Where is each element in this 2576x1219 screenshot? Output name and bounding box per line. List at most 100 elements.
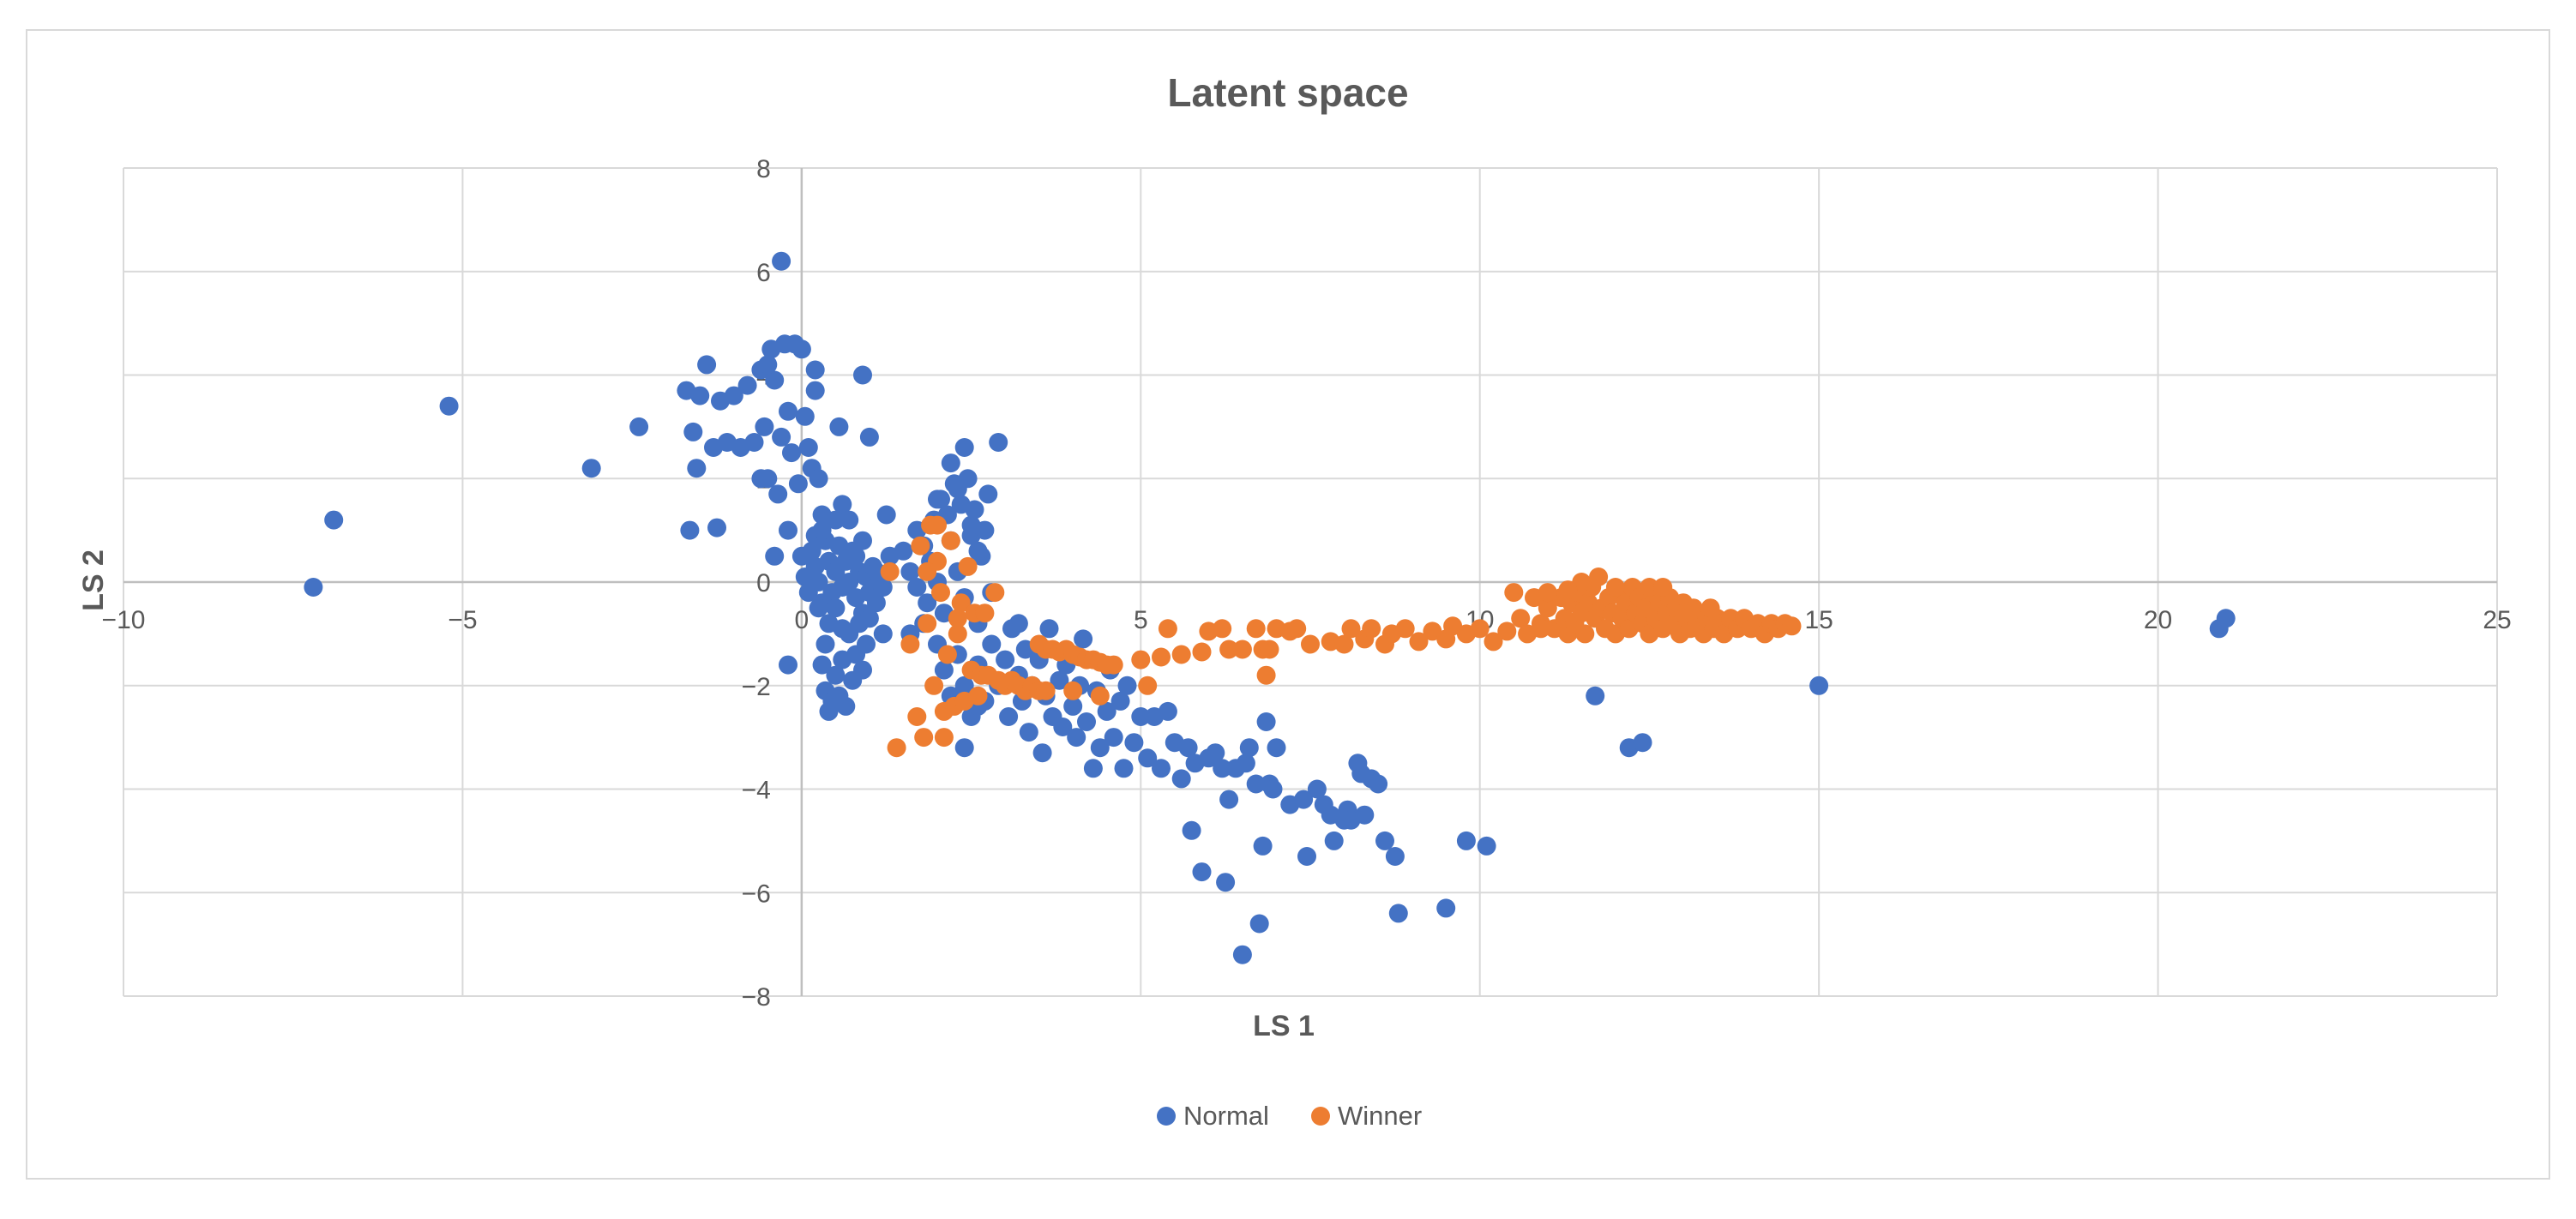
data-point-normal (439, 396, 459, 416)
data-point-winner (1395, 619, 1415, 639)
legend: Normal Winner (1157, 1101, 1422, 1131)
data-point-normal (941, 453, 960, 473)
data-point-normal (809, 598, 828, 618)
x-axis-title: LS 1 (1253, 1010, 1315, 1042)
scatter-chart: Latent space −10−50510152025−8−6−4−20246… (77, 70, 2512, 1131)
data-point-normal (1039, 619, 1059, 639)
data-point-normal (1633, 733, 1652, 753)
data-point-normal (826, 510, 846, 530)
data-point-normal (1213, 759, 1232, 778)
data-point-normal (954, 676, 974, 695)
data-point-winner (937, 645, 957, 664)
legend-marker-winner (1311, 1107, 1330, 1126)
data-point-normal (1249, 914, 1269, 934)
data-point-normal (1307, 779, 1327, 799)
data-point-winner (1301, 634, 1320, 654)
data-point-normal (907, 578, 927, 597)
y-tick-label: −2 (742, 673, 771, 701)
data-point-normal (1256, 712, 1276, 731)
data-point-winner (914, 728, 934, 748)
data-point-normal (697, 355, 717, 375)
data-point-normal (853, 660, 872, 680)
series-layer (304, 251, 2236, 964)
data-point-winner (1653, 578, 1673, 597)
series-winner (880, 515, 1802, 758)
data-point-normal (853, 531, 872, 550)
data-point-winner (1158, 619, 1177, 639)
x-tick-label: 25 (2483, 606, 2511, 634)
data-point-normal (1375, 831, 1394, 850)
data-point-normal (1097, 701, 1116, 721)
data-point-normal (1178, 738, 1198, 758)
data-point-winner (1334, 634, 1354, 654)
data-point-normal (1586, 686, 1605, 706)
data-point-winner (1538, 598, 1557, 618)
data-point-winner (1497, 622, 1517, 641)
data-point-winner (1287, 619, 1307, 639)
data-point-normal (1171, 769, 1191, 789)
tick-labels: −10−50510152025−8−6−4−202468 (102, 155, 2512, 1012)
data-point-normal (978, 484, 998, 504)
data-point-normal (840, 510, 859, 530)
data-point-winner (1484, 632, 1503, 652)
data-point-normal (859, 609, 879, 628)
data-point-normal (873, 624, 893, 644)
data-point-normal (2216, 609, 2236, 628)
data-point-winner (1171, 645, 1191, 664)
data-point-winner (1152, 647, 1171, 667)
data-point-normal (1032, 743, 1052, 763)
data-point-winner (948, 609, 967, 628)
data-point-normal (755, 417, 774, 436)
data-point-normal (1192, 862, 1212, 882)
data-point-normal (1083, 759, 1103, 778)
x-tick-label: −10 (102, 606, 146, 634)
data-point-normal (1436, 898, 1456, 918)
data-point-normal (690, 386, 710, 405)
data-point-winner (1090, 686, 1110, 706)
data-point-normal (866, 593, 886, 613)
x-tick-label: 15 (1804, 606, 1833, 634)
data-point-winner (934, 728, 954, 748)
data-point-normal (744, 433, 764, 452)
data-point-winner (1256, 665, 1276, 685)
data-point-winner (887, 738, 906, 758)
data-point-normal (1219, 790, 1239, 809)
data-point-normal (1138, 748, 1158, 768)
chart-title: Latent space (1167, 70, 1408, 115)
data-point-normal (1182, 820, 1201, 840)
y-tick-label: 0 (756, 569, 771, 597)
y-tick-label: −6 (742, 880, 771, 908)
data-point-normal (961, 515, 981, 535)
data-point-normal (859, 427, 879, 447)
legend-item-winner: Winner (1311, 1101, 1422, 1131)
data-point-normal (866, 561, 886, 581)
data-point-normal (798, 438, 818, 457)
data-point-winner (975, 603, 995, 623)
data-point-normal (1246, 774, 1266, 794)
data-point-winner (918, 561, 937, 581)
data-point-normal (1131, 707, 1151, 726)
data-point-winner (941, 531, 960, 550)
data-point-normal (1385, 847, 1405, 866)
y-tick-label: −8 (742, 983, 771, 1012)
data-point-normal (989, 433, 1008, 452)
y-tick-label: 6 (756, 259, 771, 287)
data-point-winner (1511, 609, 1531, 628)
data-point-normal (833, 495, 852, 514)
data-point-normal (629, 417, 649, 436)
data-point-winner (907, 707, 927, 726)
data-point-winner (1232, 640, 1252, 659)
data-point-normal (948, 479, 967, 499)
data-point-normal (1369, 774, 1388, 794)
data-point-normal (900, 561, 920, 581)
data-point-normal (805, 381, 825, 400)
data-point-normal (833, 619, 852, 639)
data-point-normal (809, 573, 828, 591)
data-point-winner (900, 634, 920, 654)
data-point-winner (1104, 655, 1123, 675)
data-point-winner (1538, 583, 1557, 603)
data-point-normal (999, 707, 1019, 726)
data-point-normal (1074, 629, 1093, 649)
data-point-normal (812, 520, 832, 540)
data-point-normal (812, 655, 832, 675)
